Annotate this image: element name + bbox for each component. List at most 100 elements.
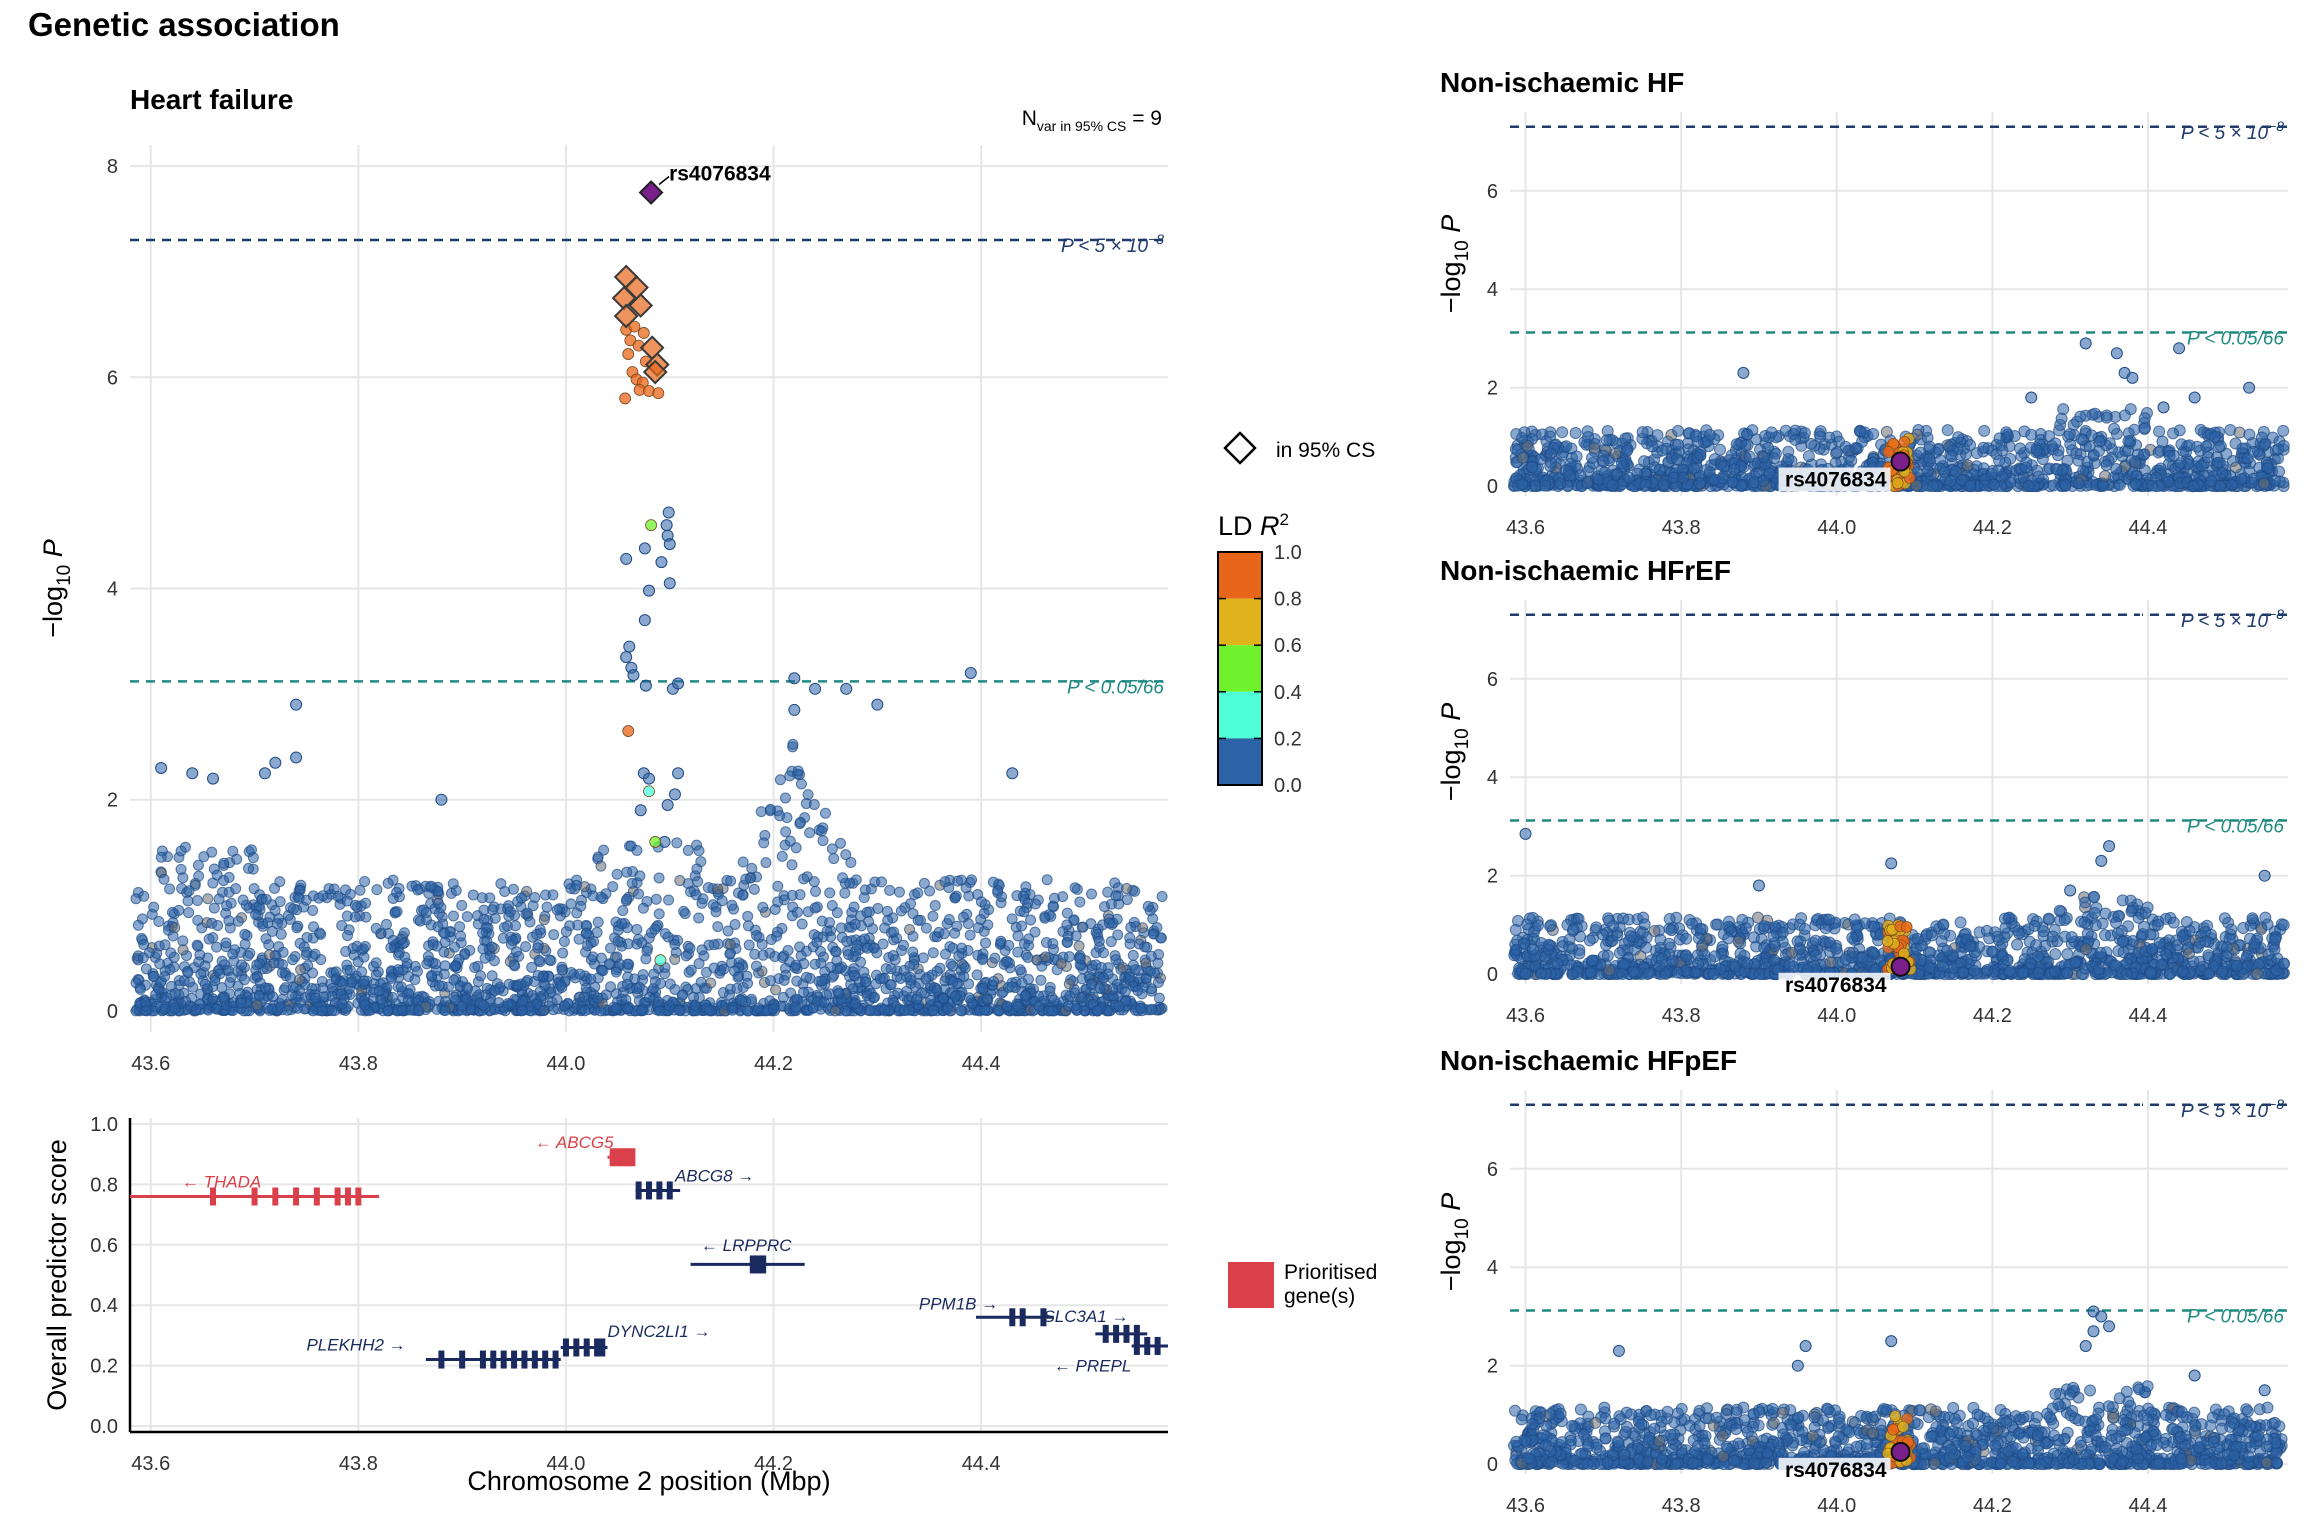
panel-title: Non-ischaemic HFrEF xyxy=(1440,555,1731,586)
snp-point xyxy=(2059,479,2072,492)
snp-point xyxy=(684,942,696,954)
snp-point xyxy=(712,883,724,895)
snp-point xyxy=(1952,431,1965,444)
snp-point xyxy=(2081,455,2094,468)
snp-point xyxy=(1954,916,1967,929)
gene-exon xyxy=(521,1350,528,1369)
x-tick-label: 44.2 xyxy=(1973,1005,2012,1027)
snp-point xyxy=(884,884,896,896)
snp-point xyxy=(631,923,643,935)
snp-point xyxy=(1018,906,1030,918)
snp-point xyxy=(1134,1002,1146,1014)
snp-point xyxy=(193,870,205,882)
snp-point xyxy=(962,918,974,930)
snp-point xyxy=(905,898,917,910)
snp-point xyxy=(662,506,675,519)
snp-point xyxy=(477,943,489,955)
snp-point xyxy=(432,897,444,909)
snp-point xyxy=(1012,1000,1024,1012)
snp-point xyxy=(1964,438,1977,451)
snp-point xyxy=(2129,455,2142,468)
snp-point xyxy=(692,876,704,888)
snp-point xyxy=(718,963,730,975)
snp-point xyxy=(504,906,516,918)
snp-point xyxy=(210,941,222,953)
snp-point xyxy=(1070,1002,1082,1014)
snp-point xyxy=(326,1005,338,1017)
snp-point xyxy=(1140,973,1152,985)
snp-point xyxy=(829,1005,841,1017)
snp-point xyxy=(359,999,371,1011)
snp-point xyxy=(177,935,189,947)
snp-point xyxy=(1544,447,1557,460)
suggestive-threshold-label: P < 0.05/66 xyxy=(2187,329,2284,350)
snp-point xyxy=(1693,477,1706,490)
snp-point xyxy=(765,975,777,987)
y-tick-label: 4 xyxy=(1487,279,1498,301)
snp-point xyxy=(1535,453,1548,466)
snp-point xyxy=(893,886,905,898)
snp-point xyxy=(655,556,668,569)
snp-point xyxy=(2152,446,2165,459)
snp-point xyxy=(879,922,891,934)
gene-label-THADA: ← THADA xyxy=(182,1172,261,1191)
snp-point xyxy=(639,679,652,692)
gene-exon xyxy=(666,1181,673,1200)
snp-point xyxy=(816,825,828,837)
snp-point xyxy=(1677,471,1690,484)
x-tick-label: 44.4 xyxy=(962,1453,1001,1475)
snp-point xyxy=(622,958,634,970)
lead-snp-label: rs4076834 xyxy=(1785,469,1887,492)
snp-point xyxy=(987,876,999,888)
snp-point xyxy=(1140,957,1152,969)
snp-point xyxy=(1743,450,1756,463)
snp-point xyxy=(236,959,248,971)
snp-point xyxy=(183,885,195,897)
snp-point xyxy=(621,866,633,878)
snp-point xyxy=(943,914,955,926)
ld-snp-point xyxy=(619,392,632,405)
snp-point xyxy=(908,958,920,970)
snp-point xyxy=(1726,476,1739,489)
gene-exon xyxy=(479,1350,486,1369)
gene-label-ABCG5: ← ABCG5 xyxy=(535,1133,614,1152)
snp-point xyxy=(581,927,593,939)
snp-point xyxy=(433,907,445,919)
snp-point xyxy=(1782,453,1795,466)
ld-snp-point xyxy=(637,327,650,339)
snp-point xyxy=(631,983,643,995)
snp-point xyxy=(342,930,354,942)
snp-point xyxy=(402,995,414,1007)
snp-point xyxy=(1074,896,1086,908)
snp-point xyxy=(2113,478,2126,491)
snp-point xyxy=(1001,1000,1013,1012)
snp-point xyxy=(708,962,720,974)
snp-point xyxy=(1585,451,1598,464)
snp-point xyxy=(592,916,604,928)
snp-point xyxy=(467,889,479,901)
snp-point xyxy=(790,1001,802,1013)
snp-point xyxy=(661,798,674,811)
y-axis-label: −log10 P xyxy=(38,539,75,637)
snp-point xyxy=(826,899,838,911)
snp-point xyxy=(332,890,344,902)
snp-point xyxy=(858,892,870,904)
lead-snp-leader xyxy=(658,175,670,186)
snp-point xyxy=(336,920,348,932)
ld-snp-point xyxy=(649,836,662,848)
snp-point xyxy=(2129,477,2142,490)
snp-point xyxy=(938,928,950,940)
snp-point xyxy=(356,966,368,978)
y-tick-label: 0 xyxy=(107,1001,118,1023)
snp-point xyxy=(947,960,959,972)
snp-point xyxy=(864,1004,876,1016)
snp-point xyxy=(996,891,1008,903)
snp-point xyxy=(770,984,782,996)
x-tick-label: 43.6 xyxy=(1506,1005,1545,1027)
snp-point xyxy=(1665,924,1678,937)
snp-point xyxy=(975,913,987,925)
snp-point xyxy=(574,968,586,980)
snp-point xyxy=(939,948,951,960)
snp-point xyxy=(198,851,210,863)
